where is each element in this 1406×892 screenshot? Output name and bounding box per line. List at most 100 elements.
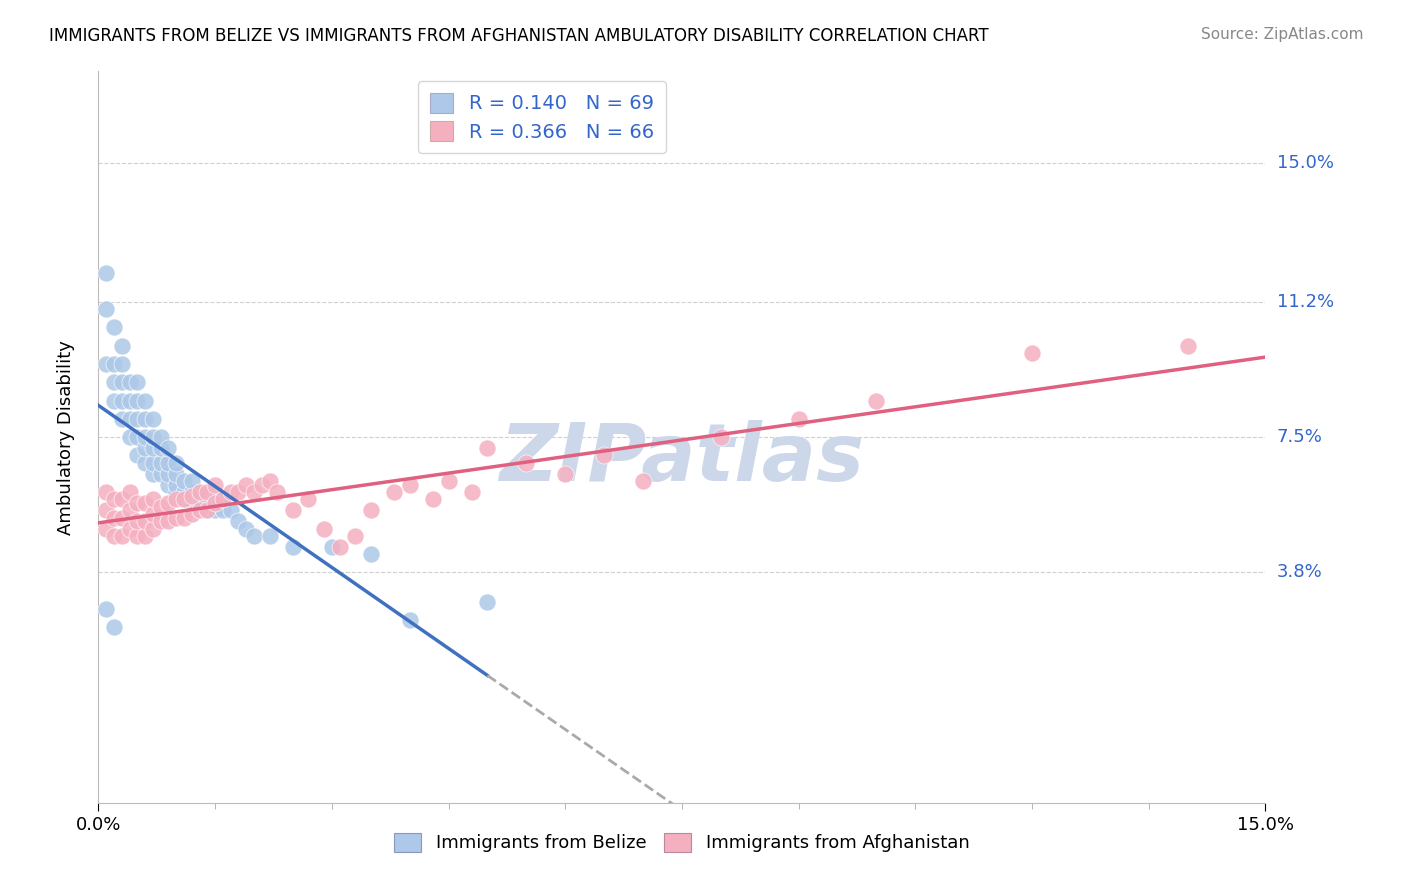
Point (111, 338, 134, 352)
Point (631, 474, 654, 488)
Text: 3.8%: 3.8% (1277, 564, 1322, 582)
Point (180, 507, 202, 521)
Point (96, 301, 118, 317)
Point (865, 393, 887, 408)
Point (212, 492, 235, 507)
Point (142, 456, 165, 470)
Point (142, 507, 165, 521)
Point (111, 412, 134, 426)
Text: 11.2%: 11.2% (1277, 293, 1334, 310)
Point (173, 485, 195, 500)
Point (398, 477, 420, 491)
Point (134, 496, 156, 510)
Point (127, 412, 149, 426)
Text: ZIPatlas: ZIPatlas (499, 420, 865, 498)
Point (204, 477, 226, 491)
Point (259, 529, 281, 543)
Point (157, 514, 180, 528)
Point (398, 613, 420, 627)
Point (312, 521, 335, 535)
Point (437, 474, 460, 488)
Point (157, 441, 180, 455)
Point (111, 492, 134, 507)
Point (157, 477, 180, 491)
Point (173, 474, 195, 488)
Point (96, 266, 118, 280)
Point (165, 492, 187, 507)
Point (477, 441, 499, 455)
Point (96, 485, 118, 500)
Point (593, 448, 616, 462)
Point (127, 430, 149, 444)
Point (103, 620, 125, 634)
Point (118, 430, 141, 444)
Point (165, 485, 187, 500)
Point (157, 467, 180, 481)
Point (173, 492, 195, 507)
Point (111, 375, 134, 389)
Point (188, 503, 211, 517)
Point (157, 496, 180, 510)
Point (142, 467, 165, 481)
Point (127, 496, 149, 510)
Point (1021, 346, 1043, 360)
Point (96, 357, 118, 371)
Point (142, 521, 165, 535)
Point (212, 492, 235, 507)
Point (188, 492, 211, 507)
Point (173, 492, 195, 507)
Point (103, 492, 125, 507)
Point (103, 357, 125, 371)
Point (149, 500, 172, 514)
Point (103, 393, 125, 408)
Point (142, 441, 165, 455)
Y-axis label: Ambulatory Disability: Ambulatory Disability (56, 340, 75, 534)
Point (266, 485, 288, 500)
Point (111, 357, 134, 371)
Point (422, 492, 444, 507)
Legend: Immigrants from Belize, Immigrants from Afghanistan: Immigrants from Belize, Immigrants from … (387, 826, 977, 860)
Point (149, 441, 172, 455)
Point (195, 503, 218, 517)
Point (195, 485, 218, 500)
Point (360, 547, 382, 561)
Point (243, 485, 266, 500)
Point (281, 503, 304, 517)
Point (118, 485, 141, 500)
Point (127, 448, 149, 462)
Point (149, 456, 172, 470)
Point (173, 510, 195, 524)
Point (118, 393, 141, 408)
Point (103, 320, 125, 334)
Point (259, 474, 281, 488)
Point (195, 503, 218, 517)
Point (134, 514, 156, 528)
Point (329, 540, 352, 554)
Point (235, 521, 257, 535)
Point (204, 496, 226, 510)
Point (250, 477, 273, 491)
Point (142, 430, 165, 444)
Point (165, 456, 187, 470)
Point (165, 477, 187, 491)
Point (134, 456, 156, 470)
Point (103, 375, 125, 389)
Point (96, 602, 118, 616)
Point (195, 492, 218, 507)
Point (149, 430, 172, 444)
Point (165, 467, 187, 481)
Point (149, 514, 172, 528)
Point (281, 540, 304, 554)
Point (1177, 338, 1199, 352)
Point (382, 485, 405, 500)
Point (118, 412, 141, 426)
Point (212, 503, 235, 517)
Point (134, 412, 156, 426)
Point (118, 521, 141, 535)
Point (228, 514, 250, 528)
Point (180, 489, 202, 503)
Point (134, 393, 156, 408)
Point (180, 485, 202, 500)
Point (96, 503, 118, 517)
Point (142, 412, 165, 426)
